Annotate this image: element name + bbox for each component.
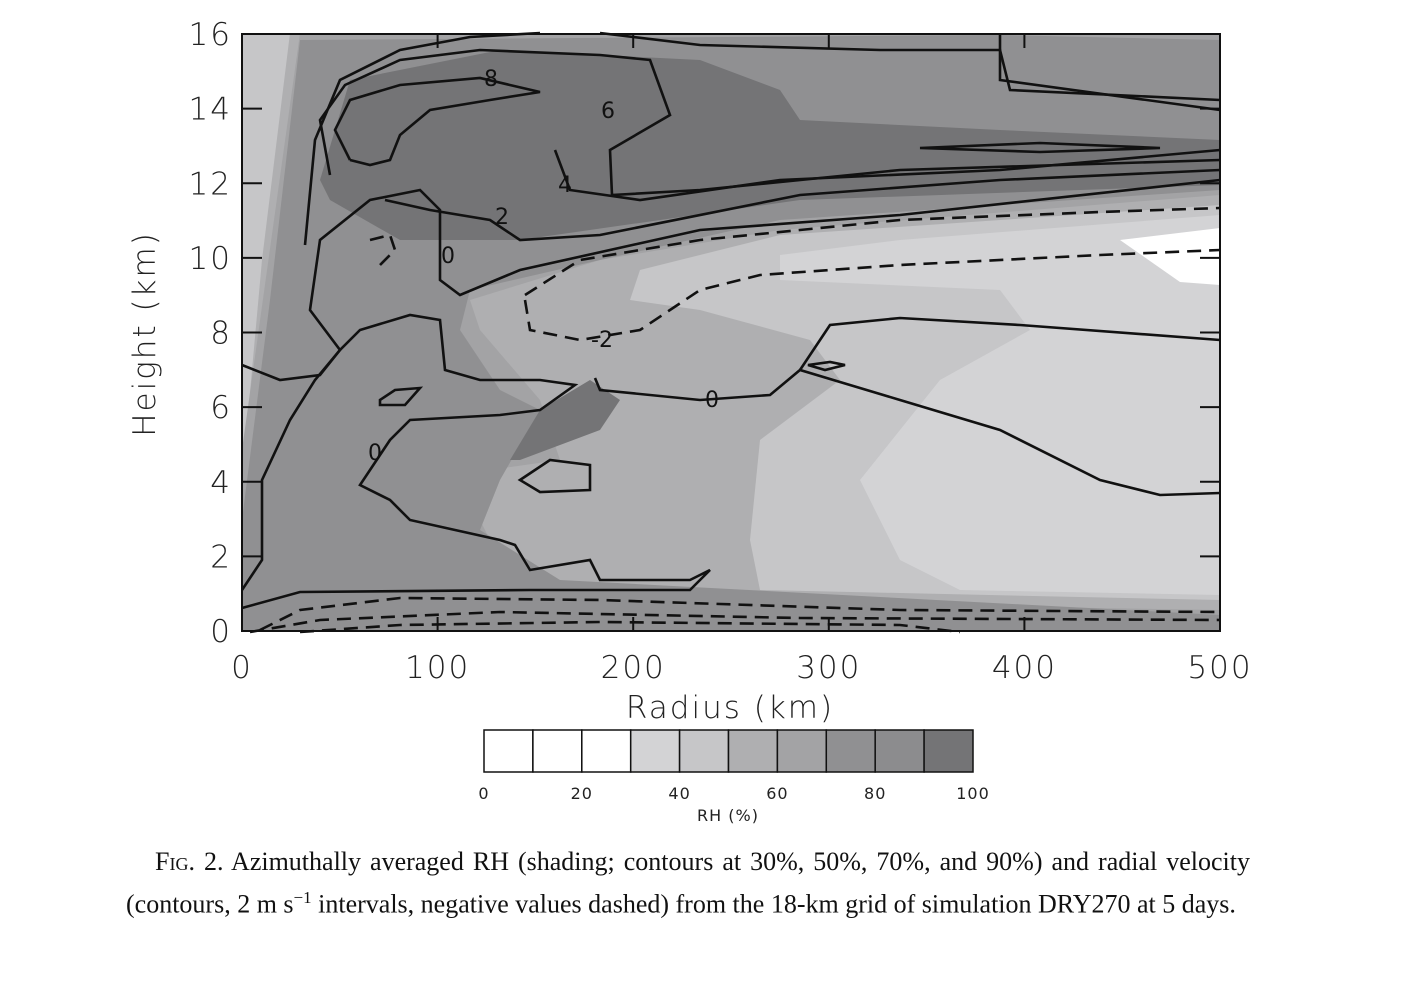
- x-tick-label: 200: [601, 650, 666, 686]
- y-tick-label: 8: [210, 316, 232, 352]
- colorbar-tick-label: 40: [668, 784, 690, 803]
- y-axis-label: Height (km): [127, 231, 163, 437]
- velocity-contour: [593, 368, 1221, 497]
- velocity-contour: [259, 596, 1221, 632]
- contour-label: 0: [441, 244, 455, 269]
- contour-label: 4: [558, 173, 572, 198]
- caption-text: Azimuthally averaged RH (shading; contou…: [126, 847, 1250, 919]
- velocity-contour: [299, 620, 961, 634]
- velocity-contour: [517, 458, 592, 494]
- velocity-contour: [378, 386, 424, 407]
- rh-shading: [1120, 228, 1220, 285]
- y-tick-label: 10: [189, 241, 232, 277]
- contour-label: 0: [705, 388, 719, 413]
- x-tick-label: 100: [405, 650, 470, 686]
- colorbar-box: [825, 729, 876, 773]
- velocity-contour: [318, 48, 1221, 197]
- caption-superscript: −1: [293, 888, 312, 907]
- y-tick-label: 2: [210, 539, 232, 575]
- colorbar-box: [923, 729, 974, 773]
- colorbar-box: [532, 729, 583, 773]
- x-tick-label: 500: [1187, 650, 1252, 686]
- rh-shading: [510, 380, 620, 460]
- velocity-contour: [249, 610, 1221, 634]
- chart: Radius (km) Height (km) RH (%) 86420-200…: [127, 17, 1252, 825]
- colorbar-box: [581, 729, 632, 773]
- y-tick-label: 12: [189, 166, 232, 202]
- velocity-contour: [333, 76, 541, 167]
- velocity-contour: [240, 178, 1221, 591]
- x-axis-label: Radius (km): [626, 690, 834, 726]
- velocity-contour: [919, 141, 1161, 154]
- velocity-contour: [524, 206, 1221, 297]
- colorbar-label: RH (%): [697, 806, 759, 825]
- colorbar-tick-label: 60: [766, 784, 788, 803]
- caption-label: Fig. 2.: [155, 847, 224, 876]
- rh-shading: [315, 480, 380, 540]
- velocity-contour: [599, 31, 1221, 102]
- colorbar-tick-label: 80: [864, 784, 886, 803]
- x-tick-label: 0: [231, 650, 253, 686]
- velocity-contour: [798, 316, 1221, 371]
- velocity-contour: [241, 313, 711, 610]
- velocity-contour: [807, 360, 846, 372]
- contour-label: -2: [591, 328, 613, 353]
- y-tick-label: 14: [189, 92, 232, 128]
- y-tick-label: 6: [210, 390, 232, 426]
- x-tick-label: 300: [796, 650, 861, 686]
- velocity-contour: [523, 248, 1221, 342]
- y-tick-label: 0: [210, 614, 232, 650]
- colorbar-box: [776, 729, 828, 773]
- y-tick-label: 16: [189, 17, 232, 53]
- velocity-contour: [998, 33, 1221, 112]
- colorbar-tick-label: 0: [478, 784, 489, 803]
- velocity-contour: [369, 233, 397, 266]
- colorbar-tick-label: 100: [956, 784, 990, 803]
- x-tick-label: 400: [992, 650, 1057, 686]
- rh-shading: [320, 50, 1220, 240]
- velocity-contour: [553, 148, 1221, 202]
- colorbar-tick-label: 20: [571, 784, 593, 803]
- contour-label: 8: [484, 67, 498, 92]
- colorbar-box: [874, 729, 925, 773]
- colorbar-box: [678, 729, 730, 773]
- velocity-contour: [303, 31, 541, 246]
- colorbar-box: [483, 729, 534, 773]
- contour-label: 0: [368, 441, 382, 466]
- y-tick-label: 4: [210, 465, 232, 501]
- contour-label: 6: [601, 99, 615, 124]
- caption: Fig. 2. Azimuthally averaged RH (shading…: [126, 844, 1250, 923]
- colorbar-box: [727, 729, 779, 773]
- contour-label: 2: [495, 205, 509, 230]
- caption-text: intervals, negative values dashed) from …: [311, 889, 1236, 919]
- colorbar-box: [629, 729, 681, 773]
